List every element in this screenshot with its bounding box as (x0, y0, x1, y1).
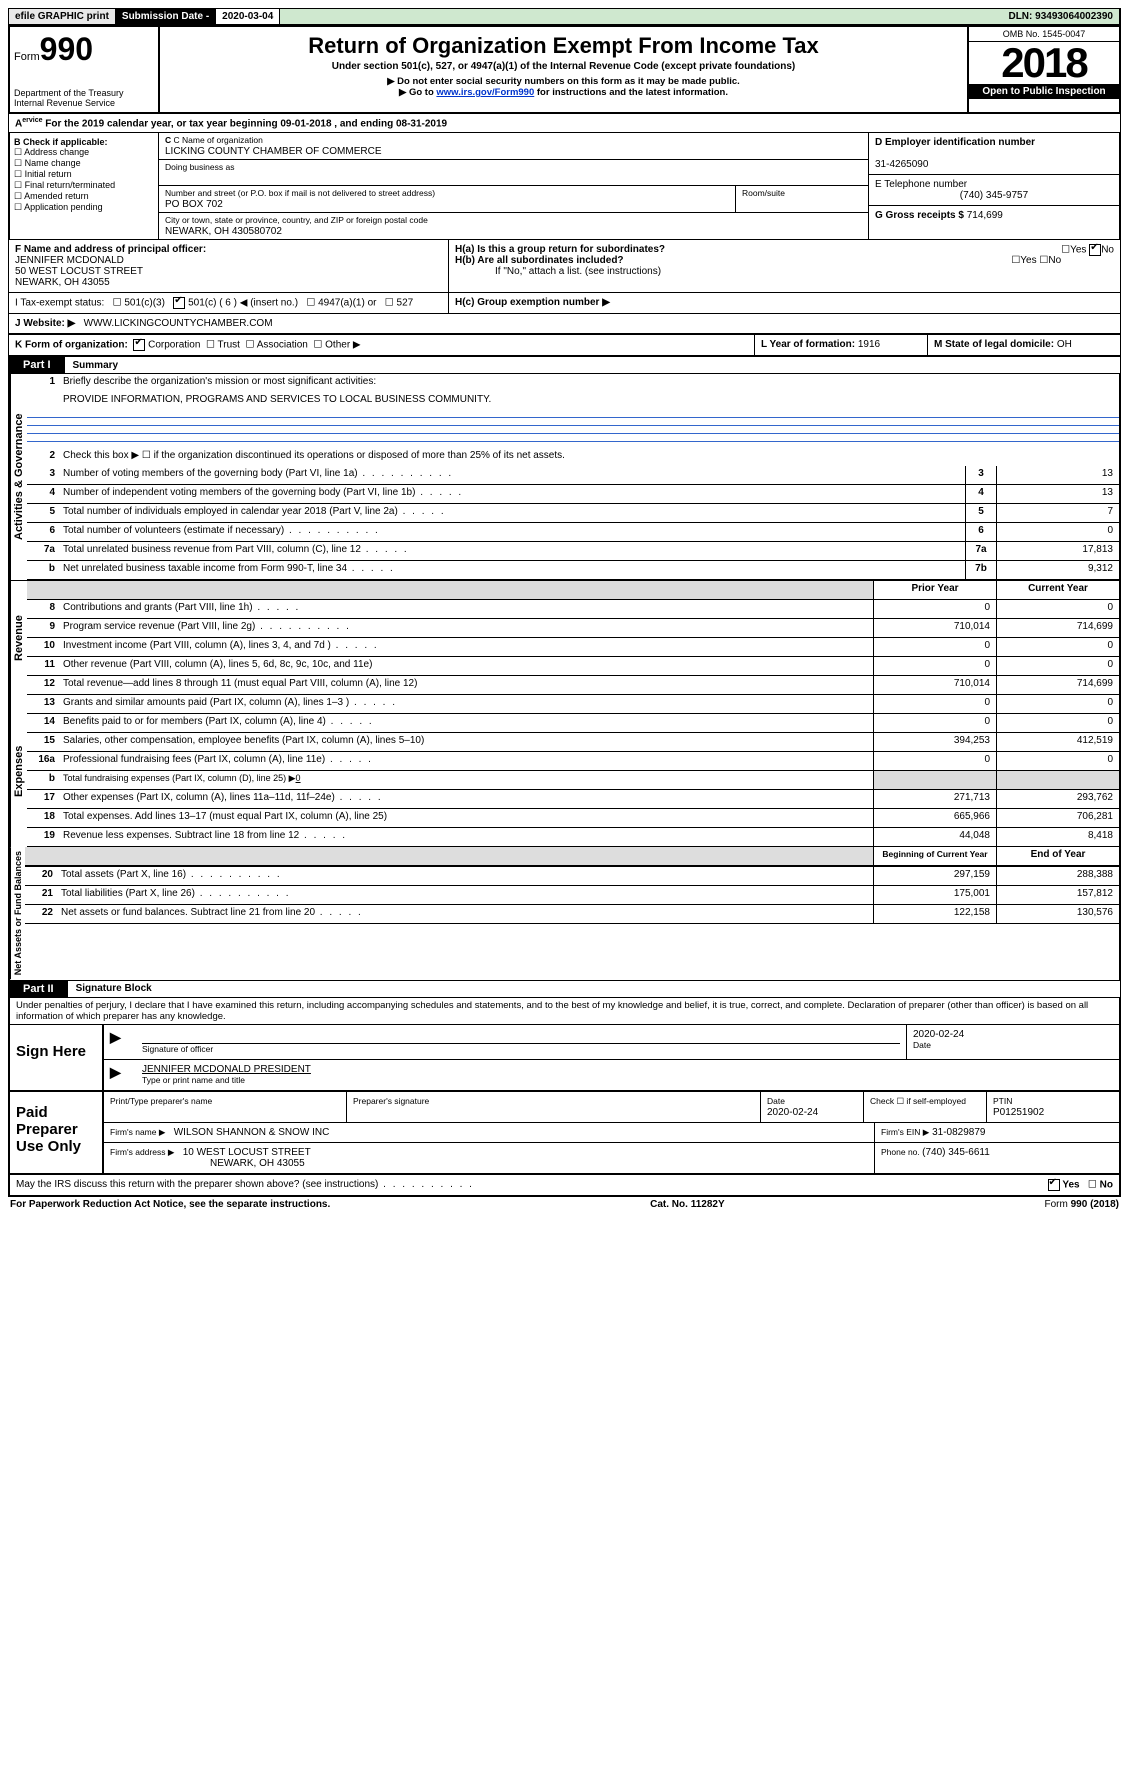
val-3: 13 (996, 466, 1119, 484)
row-klm: K Form of organization: Corporation ☐ Tr… (8, 335, 1121, 357)
website-value: WWW.LICKINGCOUNTYCHAMBER.COM (84, 318, 273, 329)
firm-name: WILSON SHANNON & SNOW INC (174, 1127, 330, 1138)
city-label: City or town, state or province, country… (165, 215, 428, 225)
discuss-row: May the IRS discuss this return with the… (8, 1175, 1121, 1197)
line-a-period: Aervice For the 2019 calendar year, or t… (8, 114, 1121, 133)
dba-label: Doing business as (165, 162, 234, 172)
addr-label: Number and street (or P.O. box if mail i… (165, 188, 435, 198)
officer-name: JENNIFER MCDONALD (15, 255, 124, 266)
perjury-text: Under penalties of perjury, I declare th… (8, 998, 1121, 1024)
form-header: Form990 Department of the Treasury Inter… (8, 25, 1121, 114)
city-value: NEWARK, OH 430580702 (165, 226, 282, 237)
tax-year: 2018 (969, 42, 1119, 84)
section-b-to-g: B Check if applicable: ☐ Address change … (8, 133, 1121, 240)
val-5: 7 (996, 504, 1119, 522)
room-label: Room/suite (742, 188, 785, 198)
hc-label: H(c) Group exemption number ▶ (455, 297, 610, 308)
hb-note: If "No," attach a list. (see instruction… (455, 266, 1114, 277)
officer-addr2: NEWARK, OH 43055 (15, 277, 110, 288)
label-c-name: C C Name of organization (165, 135, 263, 145)
discuss-yes-checkbox[interactable] (1048, 1179, 1060, 1191)
val-4: 13 (996, 485, 1119, 503)
ha-no-checkbox[interactable] (1089, 244, 1101, 256)
hdr-curr: Current Year (996, 581, 1119, 599)
part-2-bar: Part II Signature Block (8, 981, 1121, 998)
row-j: J Website: ▶ WWW.LICKINGCOUNTYCHAMBER.CO… (8, 314, 1121, 335)
val-6: 0 (996, 523, 1119, 541)
hdr-prior: Prior Year (873, 581, 996, 599)
addr-value: PO BOX 702 (165, 199, 223, 210)
val-7a: 17,813 (996, 542, 1119, 560)
footer: For Paperwork Reduction Act Notice, see … (8, 1197, 1121, 1212)
vlabel-netassets: Net Assets or Fund Balances (10, 847, 25, 979)
officer-signature-name: JENNIFER MCDONALD PRESIDENT (142, 1064, 311, 1075)
gross-label: G Gross receipts $ (875, 210, 967, 221)
box-b: B Check if applicable: ☐ Address change … (10, 133, 159, 239)
paid-preparer-block: Paid Preparer Use Only Print/Type prepar… (8, 1092, 1121, 1175)
org-name: LICKING COUNTY CHAMBER OF COMMERCE (165, 146, 382, 157)
form-title: Return of Organization Exempt From Incom… (168, 33, 959, 59)
sign-here-label: Sign Here (10, 1025, 104, 1090)
submission-date-value: 2020-03-04 (216, 9, 280, 24)
irs-link[interactable]: www.irs.gov/Form990 (436, 87, 534, 98)
line-2-text: Check this box ▶ ☐ if the organization d… (59, 448, 1119, 466)
501c-checkbox[interactable] (173, 297, 185, 309)
efile-print-button[interactable]: efile GRAPHIC print (9, 9, 116, 24)
vlabel-revenue: Revenue (10, 581, 27, 695)
ein-label: D Employer identification number (875, 137, 1035, 148)
officer-label: F Name and address of principal officer: (15, 244, 206, 255)
part-1-header: Part I (9, 357, 65, 373)
part-1-bar: Part I Summary (8, 357, 1121, 374)
part-2-header: Part II (9, 981, 68, 997)
ha-label: H(a) Is this a group return for subordin… (455, 244, 665, 255)
line-1-value: PROVIDE INFORMATION, PROGRAMS AND SERVIC… (59, 392, 1119, 410)
vlabel-expenses: Expenses (10, 695, 27, 847)
submission-date-label: Submission Date - (116, 9, 216, 24)
form-note-1: ▶ Do not enter social security numbers o… (168, 76, 959, 87)
corp-checkbox[interactable] (133, 339, 145, 351)
row-f-h: F Name and address of principal officer:… (8, 240, 1121, 293)
hb-label: H(b) Are all subordinates included? (455, 255, 624, 266)
dln: DLN: 93493064002390 (1002, 9, 1120, 24)
dept-treasury: Department of the Treasury Internal Reve… (14, 88, 154, 108)
form-number: Form990 (14, 31, 154, 68)
phone-label: E Telephone number (875, 179, 967, 190)
row-i: I Tax-exempt status: ☐ 501(c)(3) 501(c) … (8, 293, 1121, 314)
paid-preparer-label: Paid Preparer Use Only (10, 1092, 104, 1173)
gross-value: 714,699 (967, 210, 1003, 221)
form-note-2: ▶ Go to www.irs.gov/Form990 for instruct… (168, 87, 959, 98)
ein-value: 31-4265090 (875, 159, 928, 170)
form-subtitle: Under section 501(c), 527, or 4947(a)(1)… (168, 61, 959, 72)
sign-here-block: Sign Here ▶ Signature of officer 2020-02… (8, 1024, 1121, 1092)
val-7b: 9,312 (996, 561, 1119, 579)
top-bar: efile GRAPHIC print Submission Date - 20… (8, 8, 1121, 25)
vlabel-activities: Activities & Governance (10, 374, 27, 580)
line-1-text: Briefly describe the organization's miss… (59, 374, 1119, 392)
phone-value: (740) 345-9757 (875, 190, 1113, 201)
open-to-public: Open to Public Inspection (969, 84, 1119, 99)
officer-addr1: 50 WEST LOCUST STREET (15, 266, 143, 277)
